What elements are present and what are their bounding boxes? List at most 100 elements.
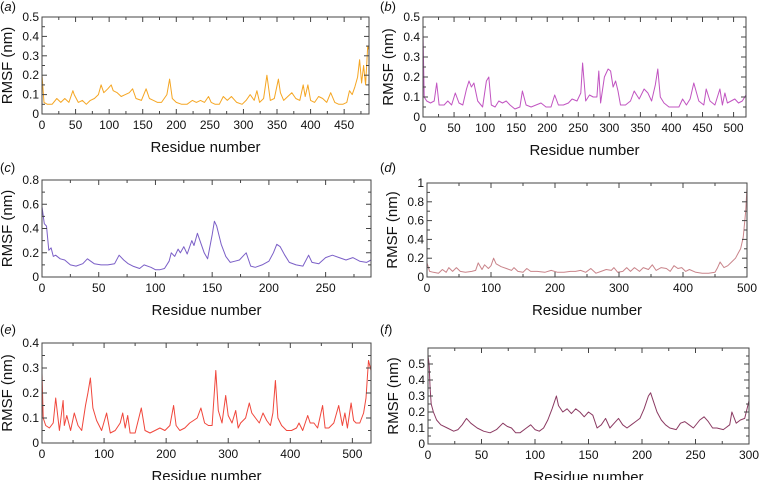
- rmsf-line-a: [41, 45, 370, 105]
- y-tick-label-e: 0.1: [22, 411, 39, 425]
- x-tick-label-d: 0: [424, 281, 431, 295]
- x-tick-label-f: 100: [525, 448, 545, 462]
- x-tick-label-f: 0: [425, 448, 432, 462]
- rmsf-line-b: [422, 32, 747, 110]
- y-tick-label-b: 0.1: [403, 90, 420, 104]
- x-tick-label-d: 100: [481, 281, 501, 295]
- chart-panel-e: 0 100 200 300 400 500 0 0.1 0.2 0.3 0.4 Residue num…: [0, 336, 372, 480]
- x-tick-label-a: 0: [39, 118, 46, 132]
- x-tick-label-b: 300: [599, 121, 619, 135]
- x-tick-label-e: 0: [39, 447, 46, 461]
- chart-panel-b: 0 50 100 150 200 250 300 350 400 450 500 0 0.1 0.2 0.3…: [380, 10, 747, 159]
- y-tick-label-f: 0.5: [408, 357, 425, 371]
- x-tick-label-f: 50: [475, 448, 489, 462]
- y-tick-label-d: 0.8: [407, 195, 424, 209]
- x-tick-label-c: 150: [202, 281, 222, 295]
- rmsf-line-c: [41, 206, 372, 271]
- x-tick-label-b: 450: [693, 121, 713, 135]
- y-tick-label-f: 0.3: [408, 389, 425, 403]
- chart-panel-d: 0 100 200 300 400 500 0 0.2 0.4 0.6 0.8 1 Residue nu…: [384, 176, 757, 319]
- x-tick-label-b: 250: [568, 121, 588, 135]
- y-tick-label-e: 0.2: [22, 386, 39, 400]
- x-tick-label-e: 400: [280, 447, 300, 461]
- x-tick-label-d: 400: [673, 281, 693, 295]
- y-tick-label-b: 0: [413, 110, 420, 124]
- x-tick-label-b: 400: [661, 121, 681, 135]
- plot-frame-a: [41, 16, 370, 115]
- x-tick-label-e: 300: [218, 447, 238, 461]
- y-tick-label-b: 0.2: [403, 70, 420, 84]
- x-tick-label-b: 200: [537, 121, 557, 135]
- rmsf-line-d: [426, 187, 748, 274]
- x-tick-label-a: 50: [69, 118, 83, 132]
- y-axis-label-e: RMSF (nm): [0, 354, 16, 432]
- y-axis-label-d: RMSF (nm): [384, 191, 401, 269]
- plot-frame-d: [426, 182, 748, 278]
- x-tick-label-c: 200: [259, 281, 279, 295]
- y-tick-label-c: 0.4: [22, 222, 39, 236]
- x-tick-label-e: 100: [94, 447, 114, 461]
- y-tick-label-b: 0.5: [403, 10, 420, 24]
- y-tick-label-b: 0.4: [403, 30, 420, 44]
- plot-frame-c: [41, 179, 372, 278]
- x-tick-label-a: 450: [334, 118, 354, 132]
- chart-panel-f: 0 50 100 150 200 250 30000.10.20.30.40.5Residu…: [385, 347, 759, 480]
- y-tick-label-a: 0.3: [22, 49, 39, 63]
- rmsf-line-e: [41, 360, 372, 434]
- y-tick-label-f: 0.2: [408, 405, 425, 419]
- x-tick-label-f: 250: [685, 448, 705, 462]
- y-tick-label-a: 0.4: [22, 29, 39, 43]
- y-tick-label-c: 0: [32, 270, 39, 284]
- panel-label-c: (c): [0, 160, 15, 175]
- x-tick-label-b: 150: [506, 121, 526, 135]
- y-tick-label-a: 0: [32, 107, 39, 121]
- x-tick-label-b: 100: [475, 121, 495, 135]
- x-tick-label-b: 500: [724, 121, 744, 135]
- x-tick-label-c: 50: [92, 281, 106, 295]
- x-axis-label-d: Residue number: [532, 302, 642, 319]
- y-tick-label-e: 0.3: [22, 361, 39, 375]
- x-tick-label-e: 500: [342, 447, 362, 461]
- y-axis-label-c: RMSF (nm): [0, 190, 16, 268]
- panel-label-b: (b): [380, 0, 396, 14]
- x-tick-label-a: 400: [301, 118, 321, 132]
- x-axis-label-c: Residue number: [151, 302, 261, 319]
- x-tick-label-d: 300: [609, 281, 629, 295]
- panel-label-e: (e): [0, 322, 16, 337]
- x-tick-label-f: 150: [578, 448, 598, 462]
- y-tick-label-d: 0.2: [407, 251, 424, 265]
- x-tick-label-a: 350: [267, 118, 287, 132]
- y-tick-label-a: 0.5: [22, 10, 39, 24]
- y-tick-label-f: 0.4: [408, 373, 425, 387]
- x-tick-label-c: 0: [39, 281, 46, 295]
- x-axis-label-b: Residue number: [529, 142, 639, 159]
- x-tick-label-a: 150: [133, 118, 153, 132]
- x-tick-label-a: 250: [200, 118, 220, 132]
- x-axis-label-f: Residue number: [533, 469, 643, 480]
- y-tick-label-a: 0.2: [22, 68, 39, 82]
- x-tick-label-d: 500: [737, 281, 757, 295]
- y-tick-label-f: 0.1: [408, 421, 425, 435]
- x-tick-label-a: 200: [166, 118, 186, 132]
- chart-panel-c: 0 50 100 150 200 250 0 0.2 0.4 0.6 0.8 Residue numb…: [0, 173, 372, 319]
- y-axis-label-a: RMSF (nm): [0, 27, 16, 105]
- y-tick-label-d: 0: [417, 270, 424, 284]
- panel-label-a: (a): [0, 0, 16, 14]
- y-tick-label-c: 0.8: [22, 173, 39, 187]
- x-tick-label-b: 50: [447, 121, 461, 135]
- x-tick-label-a: 100: [99, 118, 119, 132]
- y-axis-label-f: RMSF (nm): [385, 357, 402, 435]
- y-axis-label-b: RMSF (nm): [380, 28, 397, 106]
- panel-label-f: (f): [380, 322, 392, 337]
- x-tick-label-f: 300: [739, 448, 759, 462]
- y-tick-label-a: 0.1: [22, 88, 39, 102]
- chart-panel-a: 0 50 100 150 200 250 300 350 400 450 0 0.1 0.2 0.3 0.4…: [0, 10, 370, 156]
- y-tick-label-e: 0: [32, 436, 39, 450]
- x-tick-label-a: 300: [233, 118, 253, 132]
- x-tick-label-b: 0: [420, 121, 427, 135]
- x-tick-label-b: 350: [630, 121, 650, 135]
- y-tick-label-e: 0.4: [22, 336, 39, 350]
- x-axis-label-a: Residue number: [150, 139, 260, 156]
- y-tick-label-b: 0.3: [403, 50, 420, 64]
